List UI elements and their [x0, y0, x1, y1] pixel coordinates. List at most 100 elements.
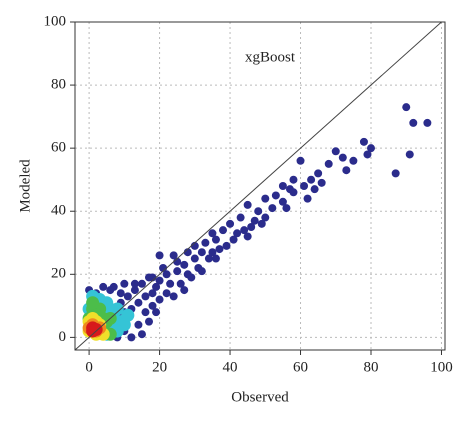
point [148, 301, 157, 310]
point [367, 144, 375, 153]
point [219, 226, 227, 235]
point [211, 235, 220, 244]
point [261, 213, 270, 222]
x-tick-label: 0 [85, 359, 93, 375]
point [155, 295, 164, 304]
point [300, 182, 309, 190]
point [236, 213, 245, 222]
point [141, 308, 150, 317]
point [289, 188, 298, 197]
point [130, 279, 139, 288]
point [271, 191, 280, 200]
point [254, 207, 263, 216]
point [106, 286, 115, 295]
point [190, 254, 199, 263]
point [208, 229, 217, 238]
point [173, 267, 182, 276]
point [222, 241, 231, 250]
y-tick-label: 60 [51, 140, 66, 156]
point [307, 175, 316, 184]
point [176, 279, 185, 288]
point [243, 232, 252, 241]
point [162, 289, 171, 298]
point [99, 282, 108, 291]
point [130, 286, 139, 295]
point [137, 330, 146, 339]
point [121, 308, 135, 322]
point [317, 178, 326, 187]
x-tick-label: 80 [364, 359, 379, 375]
point [405, 150, 414, 159]
point [180, 260, 189, 269]
point [134, 320, 143, 329]
point [169, 251, 178, 260]
point [197, 267, 206, 276]
point [282, 204, 291, 213]
point [204, 254, 213, 263]
y-tick-label: 20 [51, 266, 66, 282]
point [141, 292, 150, 301]
point [155, 251, 164, 260]
point [134, 298, 143, 307]
point [363, 150, 372, 159]
point [208, 248, 217, 257]
point [152, 308, 161, 317]
point [137, 279, 146, 288]
point [268, 204, 277, 213]
point [289, 175, 298, 184]
point [123, 292, 132, 301]
point [303, 194, 312, 203]
x-axis-label: Observed [231, 389, 289, 405]
y-tick-label: 40 [51, 203, 66, 219]
chart-title: xgBoost [245, 49, 296, 65]
point [169, 292, 178, 301]
point [409, 118, 418, 127]
point [155, 276, 164, 285]
point [201, 238, 210, 247]
x-tick-label: 40 [223, 359, 238, 375]
point [331, 147, 340, 156]
point [338, 153, 347, 162]
point [120, 279, 129, 288]
point [314, 169, 323, 178]
point [127, 333, 136, 342]
point [229, 235, 238, 244]
point [243, 200, 252, 209]
point [324, 159, 333, 168]
point [226, 219, 235, 228]
point [391, 169, 400, 178]
point [310, 185, 319, 194]
point [296, 156, 305, 165]
y-tick-label: 100 [44, 13, 67, 29]
point [423, 118, 432, 127]
point [250, 216, 259, 225]
point [233, 229, 242, 238]
point [197, 248, 206, 257]
point [240, 226, 249, 235]
point [211, 254, 220, 263]
y-tick-label: 0 [59, 329, 67, 345]
point [152, 282, 161, 291]
point [180, 286, 189, 295]
point [187, 273, 196, 282]
point [89, 323, 103, 336]
x-tick-label: 60 [293, 359, 308, 375]
point [148, 289, 157, 298]
plot-frame [74, 21, 446, 351]
point [349, 156, 358, 165]
point [278, 182, 287, 190]
point [261, 194, 270, 203]
point [359, 137, 368, 146]
x-tick-label: 100 [430, 359, 453, 375]
point [278, 197, 287, 206]
point [162, 270, 171, 279]
point [116, 289, 125, 298]
point [145, 317, 153, 326]
point [257, 219, 266, 228]
point [215, 245, 224, 254]
point [166, 279, 175, 288]
point [86, 296, 100, 310]
point [247, 223, 256, 231]
point [402, 103, 411, 112]
